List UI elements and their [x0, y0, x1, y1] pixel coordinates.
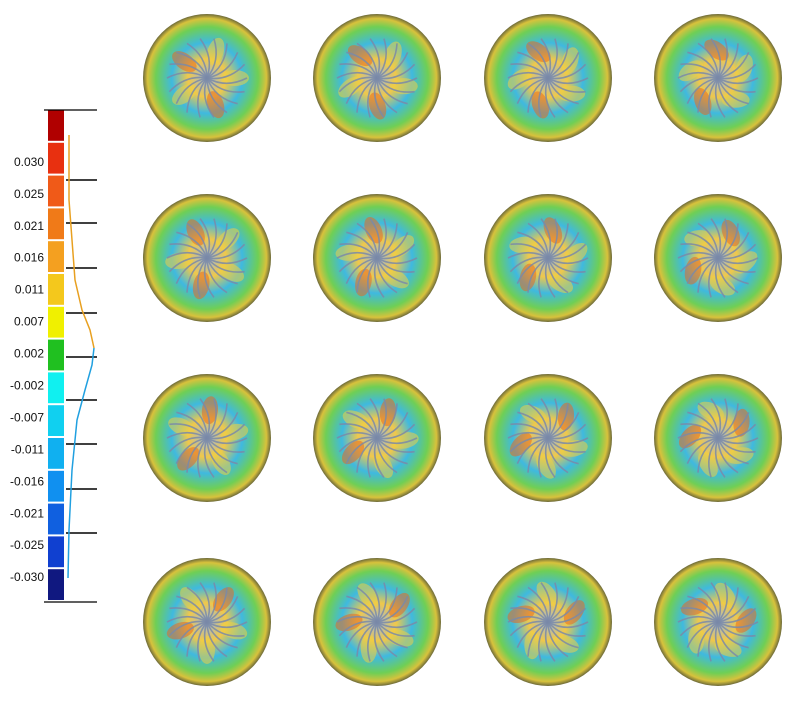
sphere — [143, 14, 271, 142]
colorbar-segment — [48, 504, 64, 535]
colorbar-label: -0.021 — [10, 506, 44, 520]
sphere — [654, 374, 782, 502]
colorbar-label: -0.011 — [11, 442, 44, 456]
sphere — [484, 374, 612, 502]
colorbar-segment — [48, 405, 64, 436]
sphere-grid — [143, 14, 782, 686]
sphere — [484, 194, 612, 322]
sphere — [143, 374, 271, 502]
colorbar-segment — [48, 569, 64, 600]
distribution-curve — [68, 348, 94, 578]
sphere — [654, 558, 782, 686]
colorbar-segment — [48, 241, 64, 272]
colorbar — [44, 110, 97, 602]
colorbar-label: 0.030 — [14, 155, 44, 169]
colorbar-segment — [48, 176, 64, 207]
colorbar-label: -0.002 — [10, 379, 44, 393]
sphere — [313, 374, 441, 502]
colorbar-label: -0.007 — [10, 410, 44, 424]
colorbar-segment — [48, 536, 64, 567]
colorbar-segment — [48, 208, 64, 239]
sphere — [313, 14, 441, 142]
sphere — [313, 194, 441, 322]
colorbar-segment — [48, 307, 64, 338]
distribution-curve — [69, 135, 94, 348]
colorbar-segment — [48, 110, 64, 141]
sphere — [313, 558, 441, 686]
sphere — [143, 194, 271, 322]
colorbar-segment — [48, 340, 64, 371]
colorbar-segment — [48, 274, 64, 305]
colorbar-label: 0.021 — [14, 219, 44, 233]
colorbar-label: 0.007 — [14, 315, 44, 329]
colorbar-label: -0.025 — [10, 538, 44, 552]
sphere — [484, 558, 612, 686]
scene: 0.030 0.025 0.021 0.016 0.011 0.007 0.002 -0.00… — [0, 0, 786, 702]
colorbar-label: 0.025 — [14, 187, 44, 201]
colorbar-segment — [48, 471, 64, 502]
sphere — [654, 14, 782, 142]
colorbar-label: 0.002 — [14, 347, 44, 361]
page: 0.030 0.025 0.021 0.016 0.011 0.007 0.002 -0.00… — [0, 0, 786, 702]
sphere-patch — [722, 92, 750, 108]
colorbar-segment — [48, 438, 64, 469]
colorbar-segment — [48, 372, 64, 403]
colorbar-label: 0.016 — [14, 251, 44, 265]
colorbar-label: 0.011 — [15, 283, 44, 297]
sphere-patch — [524, 631, 540, 659]
colorbar-label: -0.016 — [10, 474, 44, 488]
colorbar-labels: 0.030 0.025 0.021 0.016 0.011 0.007 0.002 -0.00… — [10, 155, 44, 584]
sphere — [484, 14, 612, 142]
colorbar-label: -0.030 — [10, 570, 44, 584]
colorbar-segment — [48, 143, 64, 174]
sphere — [143, 558, 271, 686]
sphere — [654, 194, 782, 322]
